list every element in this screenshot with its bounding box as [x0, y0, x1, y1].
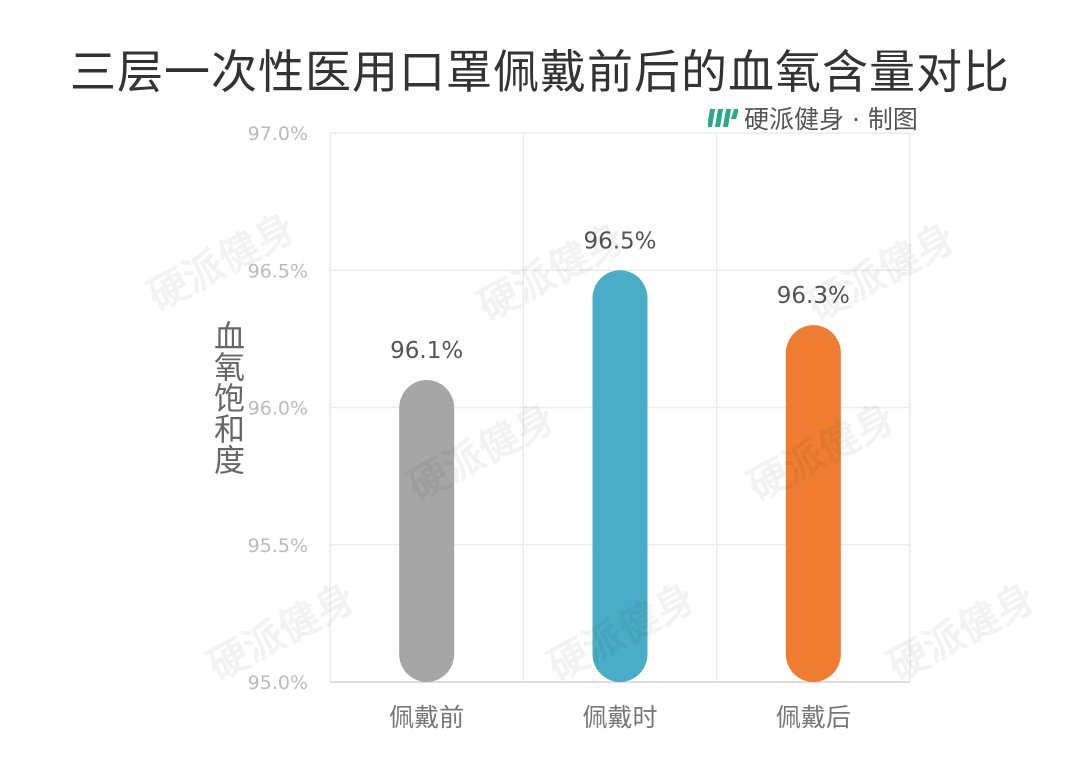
bar [399, 380, 455, 682]
data-label: 96.3% [777, 283, 850, 309]
brand-logo-icon [708, 109, 738, 127]
y-axis-label: 血氧饱和度 [208, 320, 244, 475]
bar [785, 325, 841, 682]
chart-title: 三层一次性医用口罩佩戴前后的血氧含量对比 [70, 45, 1010, 99]
credit: 硬派健身 · 制图 [708, 100, 918, 136]
bars [399, 270, 841, 682]
y-tick-label: 95.0% [248, 672, 308, 694]
x-tick-label: 佩戴前 [389, 703, 464, 732]
data-label: 96.5% [583, 228, 656, 254]
x-tick-label: 佩戴后 [776, 703, 851, 732]
x-tick-label: 佩戴时 [582, 703, 657, 732]
bar [592, 270, 648, 682]
y-ticks: 95.0% 95.5% 96.0% 96.5% 97.0% [248, 123, 308, 694]
data-labels: 96.1% 96.5% 96.3% [390, 228, 850, 364]
y-tick-label: 96.0% [248, 398, 308, 420]
y-tick-label: 97.0% [248, 123, 308, 145]
y-tick-label: 95.5% [248, 535, 308, 557]
credit-text: 硬派健身 · 制图 [744, 105, 918, 134]
y-tick-label: 96.5% [248, 260, 308, 282]
x-ticks: 佩戴前 佩戴时 佩戴后 [389, 703, 851, 732]
data-label: 96.1% [390, 338, 463, 364]
